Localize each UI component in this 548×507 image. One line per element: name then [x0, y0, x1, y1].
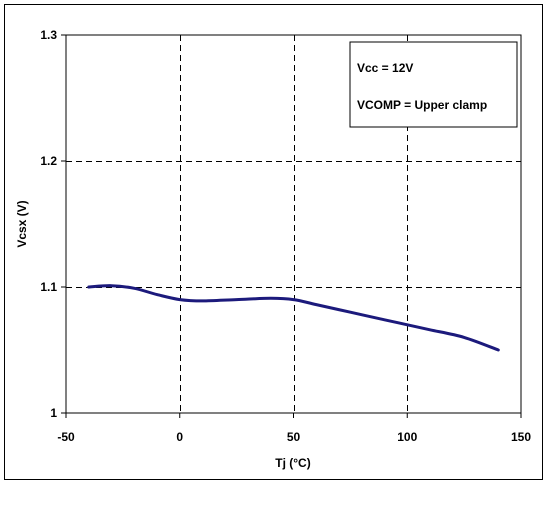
- y-tick-label: 1.3: [40, 28, 57, 42]
- axes: -50 0 50 100 150 1 1.1 1.2 1.3: [40, 28, 531, 444]
- y-tick-label: 1: [50, 406, 57, 420]
- x-tick-label: 0: [176, 430, 183, 444]
- y-axis-label: Vcsx (V): [15, 200, 29, 247]
- series-line: [87, 284, 500, 352]
- x-tick-label: 100: [397, 430, 417, 444]
- x-tick-label: 50: [287, 430, 301, 444]
- legend-line-1: Vcc = 12V: [357, 61, 413, 75]
- x-tick-label: -50: [57, 430, 75, 444]
- legend-line-2: VCOMP = Upper clamp: [357, 98, 487, 112]
- legend-box: Vcc = 12V VCOMP = Upper clamp: [349, 41, 518, 128]
- y-tick-label: 1.1: [40, 280, 57, 294]
- series-layer: [87, 284, 500, 352]
- x-axis-label: Tj (°C): [275, 456, 310, 470]
- legend-frame: [349, 41, 518, 128]
- y-tick-label: 1.2: [40, 154, 57, 168]
- x-tick-label: 150: [511, 430, 531, 444]
